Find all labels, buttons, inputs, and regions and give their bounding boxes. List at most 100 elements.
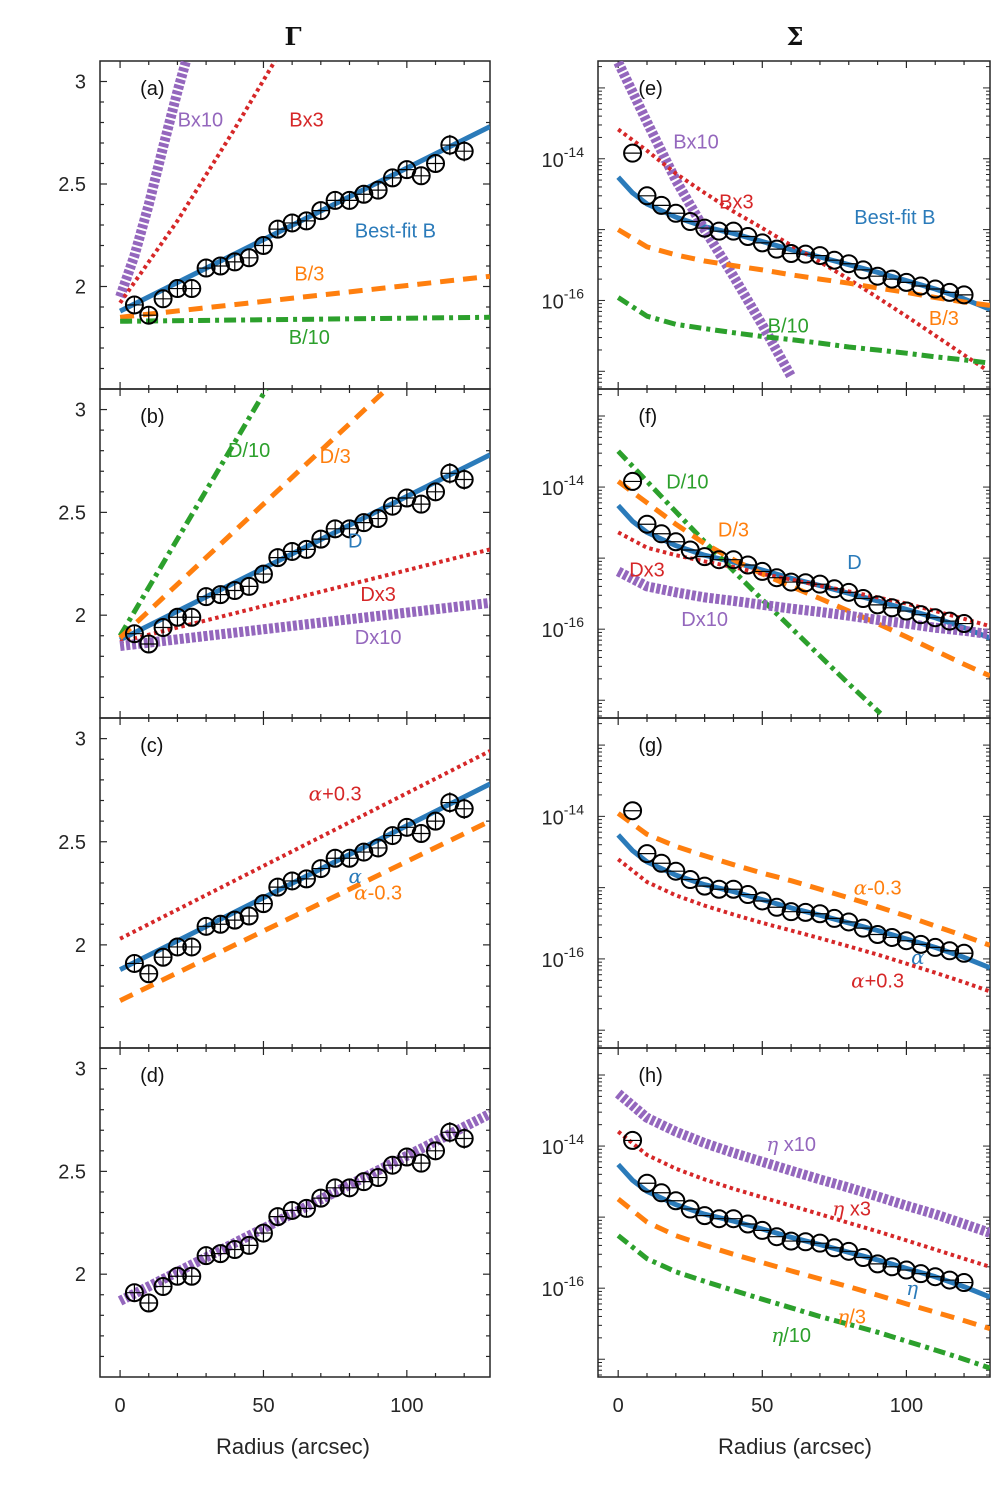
x-tick-label: 100: [890, 1395, 923, 1417]
data-point: [182, 279, 202, 299]
curve-label: Best-fit B: [854, 207, 935, 229]
panel-a: 2 2.5 3 (a) Best-fit B Bx10 Bx3 B/3 B/10: [58, 60, 491, 390]
data-point: [637, 186, 657, 206]
y-tick-label: 10-14: [542, 801, 585, 829]
data-point: [767, 239, 787, 259]
series-α-0.3: [119, 818, 490, 1003]
data-point: [296, 1198, 316, 1218]
data-point: [153, 1277, 173, 1297]
column-title-gamma: Γ: [284, 22, 301, 51]
data-point: [311, 201, 331, 221]
data-point: [623, 1130, 643, 1150]
panel-f: 10-14 10-16 (f) D D/10 D/3 Dx3 Dx10: [542, 388, 991, 719]
data-point: [383, 168, 402, 188]
panel-label: (d): [140, 1065, 164, 1087]
data-point: [225, 1240, 245, 1260]
data-point: [296, 211, 316, 231]
curve-label: Best-fit B: [355, 220, 436, 242]
series-B/3: [119, 273, 490, 320]
curve-label: B/10: [768, 316, 809, 338]
curve-label: D: [348, 530, 362, 552]
data-point: [139, 1293, 159, 1313]
y-tick-label: 3: [75, 400, 86, 422]
curve-label: Dx10: [355, 627, 402, 649]
data-point: [354, 184, 374, 204]
curve-label: η: [906, 1276, 918, 1300]
data-point: [651, 195, 671, 215]
series-D/3: [616, 479, 990, 679]
data-point: [368, 838, 388, 858]
data-point: [182, 937, 202, 957]
y-tick-label: 10-16: [542, 614, 585, 642]
data-point: [637, 1173, 657, 1193]
data-point: [124, 953, 144, 973]
data-point: [311, 1188, 331, 1208]
data-point: [253, 564, 273, 584]
data-point: [210, 585, 230, 605]
data-point: [454, 141, 474, 162]
data-point: [296, 869, 316, 889]
panel-label: (f): [638, 406, 657, 428]
series-α+0.3: [616, 857, 990, 994]
curve-label: D/10: [228, 440, 270, 462]
curve-label: α-0.3: [354, 881, 402, 905]
series-B/10: [616, 295, 990, 366]
curve-label: D/3: [718, 520, 749, 542]
curve-label: B/3: [294, 263, 324, 285]
data-point: [767, 897, 787, 917]
data-point: [311, 859, 331, 879]
data-point: [767, 1227, 787, 1247]
data-point: [225, 910, 245, 930]
panel-label: (c): [140, 735, 163, 757]
series-η-x3: [616, 1130, 990, 1269]
data-point: [182, 1266, 202, 1286]
data-point: [196, 916, 216, 936]
panel-label: (g): [638, 735, 662, 757]
data-point: [153, 947, 173, 967]
x-tick-label: 0: [115, 1395, 126, 1417]
y-tick-label: 2.5: [58, 502, 86, 524]
series-D/3: [118, 389, 389, 640]
data-point: [651, 524, 671, 544]
data-point: [637, 844, 657, 864]
data-point: [124, 1283, 144, 1303]
data-point: [311, 529, 331, 549]
data-point: [666, 532, 686, 552]
panel-label: (e): [638, 78, 662, 100]
column-title-sigma: Σ: [787, 22, 804, 51]
y-tick-label: 2.5: [58, 1161, 86, 1183]
series-D/10: [117, 389, 269, 638]
series-D/10: [616, 449, 883, 716]
x-tick-label: 100: [390, 1395, 423, 1417]
x-tick-label: 0: [613, 1395, 624, 1417]
data-point: [153, 289, 173, 309]
data-point: [225, 252, 245, 272]
data-point: [411, 1153, 431, 1173]
data-point: [954, 285, 974, 305]
data-point: [239, 248, 259, 268]
series-α-0.3: [616, 811, 990, 948]
y-tick-label: 10-16: [542, 1273, 585, 1301]
data-point: [426, 482, 446, 502]
panel-label: (h): [638, 1065, 662, 1087]
data-point: [426, 154, 446, 173]
data-point: [225, 581, 245, 601]
data-point: [623, 801, 643, 821]
curve-label: α+0.3: [309, 782, 362, 806]
series-Dx3: [119, 547, 490, 644]
curve-label: Dx10: [681, 609, 728, 631]
data-point: [253, 236, 273, 255]
curve-label: α: [911, 945, 925, 969]
panel-label: (b): [140, 406, 164, 428]
series-η-x10: [614, 1089, 990, 1238]
curve-label: B/10: [289, 327, 330, 349]
data-point: [354, 1172, 374, 1192]
panel-h: 0 50 100 10-14 10-16 (h) η x10 η x3 η η/3 η/10: [542, 1047, 991, 1417]
series-B/10: [120, 314, 490, 324]
series-B/3: [616, 227, 990, 308]
curve-label: D/10: [666, 472, 708, 494]
series-Bx3: [118, 61, 277, 305]
panel-e: 10-14 10-16 (e) Best-fit B Bx10 Bx3 B/3 B/10: [542, 60, 991, 390]
y-tick-label: 2: [75, 935, 86, 957]
